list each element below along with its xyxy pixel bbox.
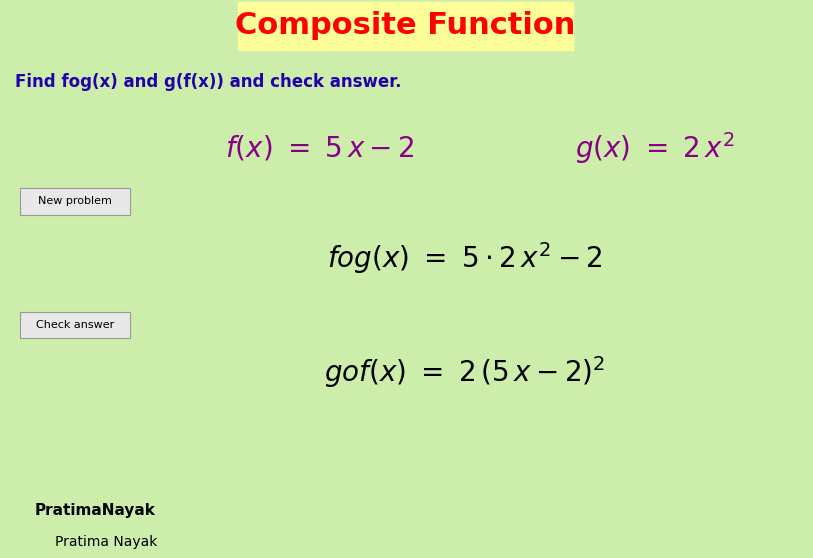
FancyBboxPatch shape <box>20 312 130 338</box>
Text: Find fog(x) and g(f(x)) and check answer.: Find fog(x) and g(f(x)) and check answer… <box>15 73 402 91</box>
Text: $gof(x)\ =\ 2\,(5\,x - 2)^2$: $gof(x)\ =\ 2\,(5\,x - 2)^2$ <box>324 354 606 390</box>
Text: $\mathit{f}(x)\ =\ 5\,x - 2$: $\mathit{f}(x)\ =\ 5\,x - 2$ <box>225 133 415 162</box>
Text: $\mathit{g}(x)\ =\ 2\,x^2$: $\mathit{g}(x)\ =\ 2\,x^2$ <box>575 130 735 166</box>
FancyBboxPatch shape <box>238 2 573 50</box>
FancyBboxPatch shape <box>20 188 130 215</box>
Text: New problem: New problem <box>38 196 112 206</box>
Text: $fog(x)\ =\ 5\cdot 2\,x^2 - 2$: $fog(x)\ =\ 5\cdot 2\,x^2 - 2$ <box>327 240 603 276</box>
Text: PratimaNayak: PratimaNayak <box>35 503 156 518</box>
Text: Composite Function: Composite Function <box>235 12 575 41</box>
Text: Pratima Nayak: Pratima Nayak <box>55 535 158 549</box>
Text: Check answer: Check answer <box>36 320 114 330</box>
